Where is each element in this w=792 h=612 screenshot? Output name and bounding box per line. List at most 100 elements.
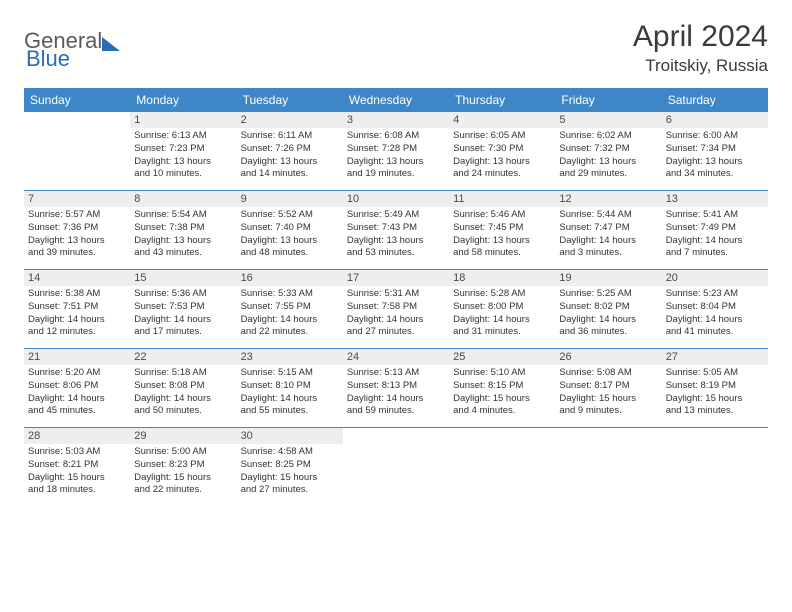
day-header: Tuesday xyxy=(237,88,343,112)
detail-line: Sunrise: 5:57 AM xyxy=(28,209,126,222)
detail-line: Daylight: 13 hours xyxy=(134,156,232,169)
detail-line: and 24 minutes. xyxy=(453,168,551,181)
detail-line: and 14 minutes. xyxy=(241,168,339,181)
detail-line: Sunset: 7:49 PM xyxy=(666,222,764,235)
day-details: Sunrise: 5:08 AMSunset: 8:17 PMDaylight:… xyxy=(555,367,661,422)
day-number: 9 xyxy=(237,191,343,207)
day-number: 14 xyxy=(24,270,130,286)
day-cell: 23Sunrise: 5:15 AMSunset: 8:10 PMDayligh… xyxy=(237,349,343,427)
day-number: 6 xyxy=(662,112,768,128)
detail-line: Sunrise: 6:08 AM xyxy=(347,130,445,143)
day-cell xyxy=(343,428,449,506)
detail-line: Sunrise: 5:03 AM xyxy=(28,446,126,459)
detail-line: and 17 minutes. xyxy=(134,326,232,339)
detail-line: Sunset: 8:23 PM xyxy=(134,459,232,472)
detail-line: and 48 minutes. xyxy=(241,247,339,260)
detail-line: and 27 minutes. xyxy=(347,326,445,339)
day-details: Sunrise: 5:25 AMSunset: 8:02 PMDaylight:… xyxy=(555,288,661,343)
detail-line: Sunrise: 5:05 AM xyxy=(666,367,764,380)
day-number: 12 xyxy=(555,191,661,207)
detail-line: Sunset: 8:06 PM xyxy=(28,380,126,393)
day-number: 10 xyxy=(343,191,449,207)
detail-line: Sunrise: 5:36 AM xyxy=(134,288,232,301)
day-number: 29 xyxy=(130,428,236,444)
day-cell: 11Sunrise: 5:46 AMSunset: 7:45 PMDayligh… xyxy=(449,191,555,269)
detail-line: Daylight: 14 hours xyxy=(28,393,126,406)
day-cell: 10 Sunrise: 5:49 AMSunset: 7:43 PMDayligh… xyxy=(343,191,449,269)
day-number: 30 xyxy=(237,428,343,444)
day-details: Sunrise: 5:36 AMSunset: 7:53 PMDaylight:… xyxy=(130,288,236,343)
day-number: 18 xyxy=(449,270,555,286)
detail-line: Daylight: 15 hours xyxy=(241,472,339,485)
detail-line: Sunrise: 5:15 AM xyxy=(241,367,339,380)
detail-line: Daylight: 14 hours xyxy=(347,314,445,327)
day-number: 15 xyxy=(130,270,236,286)
day-number xyxy=(24,112,130,128)
day-header: Friday xyxy=(555,88,661,112)
day-details: Sunrise: 4:58 AMSunset: 8:25 PMDaylight:… xyxy=(237,446,343,501)
day-number: 4 xyxy=(449,112,555,128)
detail-line: Daylight: 15 hours xyxy=(666,393,764,406)
detail-line: Sunrise: 5:54 AM xyxy=(134,209,232,222)
day-cell: 20Sunrise: 5:23 AMSunset: 8:04 PMDayligh… xyxy=(662,270,768,348)
detail-line: Sunset: 8:02 PM xyxy=(559,301,657,314)
day-details: Sunrise: 5:49 AMSunset: 7:43 PMDaylight:… xyxy=(343,209,449,264)
day-number: 26 xyxy=(555,349,661,365)
week-row: 7Sunrise: 5:57 AMSunset: 7:36 PMDaylight… xyxy=(24,190,768,269)
day-details: Sunrise: 5:03 AMSunset: 8:21 PMDaylight:… xyxy=(24,446,130,501)
detail-line: Daylight: 14 hours xyxy=(28,314,126,327)
detail-line: and 22 minutes. xyxy=(241,326,339,339)
day-details: Sunrise: 5:15 AMSunset: 8:10 PMDaylight:… xyxy=(237,367,343,422)
detail-line: Daylight: 13 hours xyxy=(347,235,445,248)
header: General April 2024 Troitskiy, Russia xyxy=(24,20,768,76)
detail-line: Sunset: 8:21 PM xyxy=(28,459,126,472)
detail-line: and 31 minutes. xyxy=(453,326,551,339)
day-header: Saturday xyxy=(662,88,768,112)
detail-line: Sunset: 7:28 PM xyxy=(347,143,445,156)
detail-line: Daylight: 14 hours xyxy=(241,314,339,327)
week-row: 28Sunrise: 5:03 AMSunset: 8:21 PMDayligh… xyxy=(24,427,768,506)
week-row: 21Sunrise: 5:20 AMSunset: 8:06 PMDayligh… xyxy=(24,348,768,427)
day-cell xyxy=(24,112,130,190)
detail-line: Daylight: 13 hours xyxy=(28,235,126,248)
day-cell: 12 Sunrise: 5:44 AMSunset: 7:47 PMDayligh… xyxy=(555,191,661,269)
detail-line: Sunrise: 5:10 AM xyxy=(453,367,551,380)
day-cell xyxy=(449,428,555,506)
day-cell xyxy=(662,428,768,506)
detail-line: Sunset: 7:58 PM xyxy=(347,301,445,314)
day-details: Sunrise: 6:08 AMSunset: 7:28 PMDaylight:… xyxy=(343,130,449,185)
detail-line: Sunrise: 5:44 AM xyxy=(559,209,657,222)
day-cell: 1Sunrise: 6:13 AMSunset: 7:23 PMDaylight… xyxy=(130,112,236,190)
detail-line: Sunset: 7:30 PM xyxy=(453,143,551,156)
day-details: Sunrise: 5:38 AMSunset: 7:51 PMDaylight:… xyxy=(24,288,130,343)
detail-line: and 27 minutes. xyxy=(241,484,339,497)
detail-line: Sunrise: 6:11 AM xyxy=(241,130,339,143)
day-details: Sunrise: 6:11 AMSunset: 7:26 PMDaylight:… xyxy=(237,130,343,185)
detail-line: Sunset: 7:45 PM xyxy=(453,222,551,235)
day-cell: 26 Sunrise: 5:08 AMSunset: 8:17 PMDayligh… xyxy=(555,349,661,427)
detail-line: Sunset: 8:17 PM xyxy=(559,380,657,393)
detail-line: and 3 minutes. xyxy=(559,247,657,260)
detail-line: Daylight: 14 hours xyxy=(666,235,764,248)
detail-line: and 43 minutes. xyxy=(134,247,232,260)
day-header-row: SundayMondayTuesdayWednesdayThursdayFrid… xyxy=(24,88,768,112)
detail-line: Daylight: 13 hours xyxy=(134,235,232,248)
detail-line: Sunset: 7:55 PM xyxy=(241,301,339,314)
day-cell: 22Sunrise: 5:18 AMSunset: 8:08 PMDayligh… xyxy=(130,349,236,427)
detail-line: Sunrise: 5:38 AM xyxy=(28,288,126,301)
calendar-page: General April 2024 Troitskiy, Russia Sun… xyxy=(0,0,792,526)
day-details: Sunrise: 5:44 AMSunset: 7:47 PMDaylight:… xyxy=(555,209,661,264)
day-cell: 15 Sunrise: 5:36 AMSunset: 7:53 PMDayligh… xyxy=(130,270,236,348)
day-details: Sunrise: 5:41 AMSunset: 7:49 PMDaylight:… xyxy=(662,209,768,264)
day-details: Sunrise: 5:31 AMSunset: 7:58 PMDaylight:… xyxy=(343,288,449,343)
detail-line: Sunset: 7:43 PM xyxy=(347,222,445,235)
day-cell: 14 Sunrise: 5:38 AMSunset: 7:51 PMDayligh… xyxy=(24,270,130,348)
day-details: Sunrise: 5:05 AMSunset: 8:19 PMDaylight:… xyxy=(662,367,768,422)
day-cell: 3 Sunrise: 6:08 AMSunset: 7:28 PMDaylight… xyxy=(343,112,449,190)
day-details: Sunrise: 6:05 AMSunset: 7:30 PMDaylight:… xyxy=(449,130,555,185)
detail-line: and 41 minutes. xyxy=(666,326,764,339)
day-details: Sunrise: 5:52 AMSunset: 7:40 PMDaylight:… xyxy=(237,209,343,264)
detail-line: Sunrise: 6:02 AM xyxy=(559,130,657,143)
month-title: April 2024 xyxy=(633,20,768,54)
day-number: 3 xyxy=(343,112,449,128)
